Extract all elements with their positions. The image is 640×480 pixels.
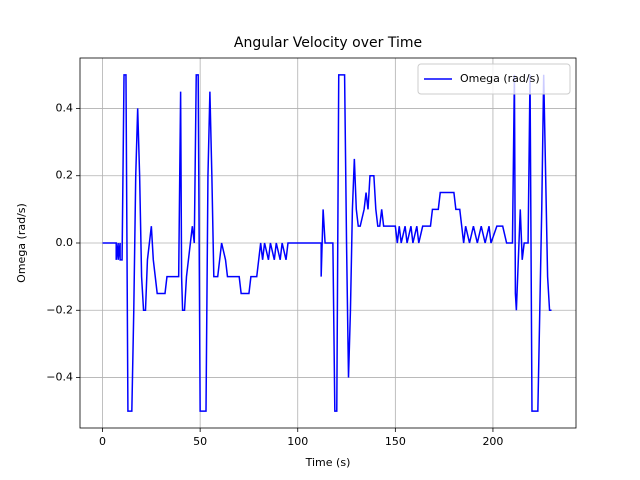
x-tick-label: 100 — [287, 435, 308, 448]
x-tick-label: 0 — [99, 435, 106, 448]
y-axis-label: Omega (rad/s) — [15, 203, 28, 283]
x-tick-label: 150 — [385, 435, 406, 448]
chart-title: Angular Velocity over Time — [234, 35, 422, 51]
legend-label: Omega (rad/s) — [460, 72, 540, 85]
x-tick-label: 50 — [193, 435, 207, 448]
data-line — [102, 74, 552, 412]
y-tick-label: 0.4 — [56, 101, 74, 114]
x-axis-label: Time (s) — [305, 456, 351, 469]
y-tick-label: −0.2 — [46, 303, 73, 316]
y-tick-label: 0.2 — [56, 169, 74, 182]
y-tick-label: 0.0 — [56, 236, 74, 249]
y-tick-label: −0.4 — [46, 371, 73, 384]
x-tick-label: 200 — [482, 435, 503, 448]
legend-box — [417, 63, 571, 95]
axes-frame — [79, 57, 577, 429]
